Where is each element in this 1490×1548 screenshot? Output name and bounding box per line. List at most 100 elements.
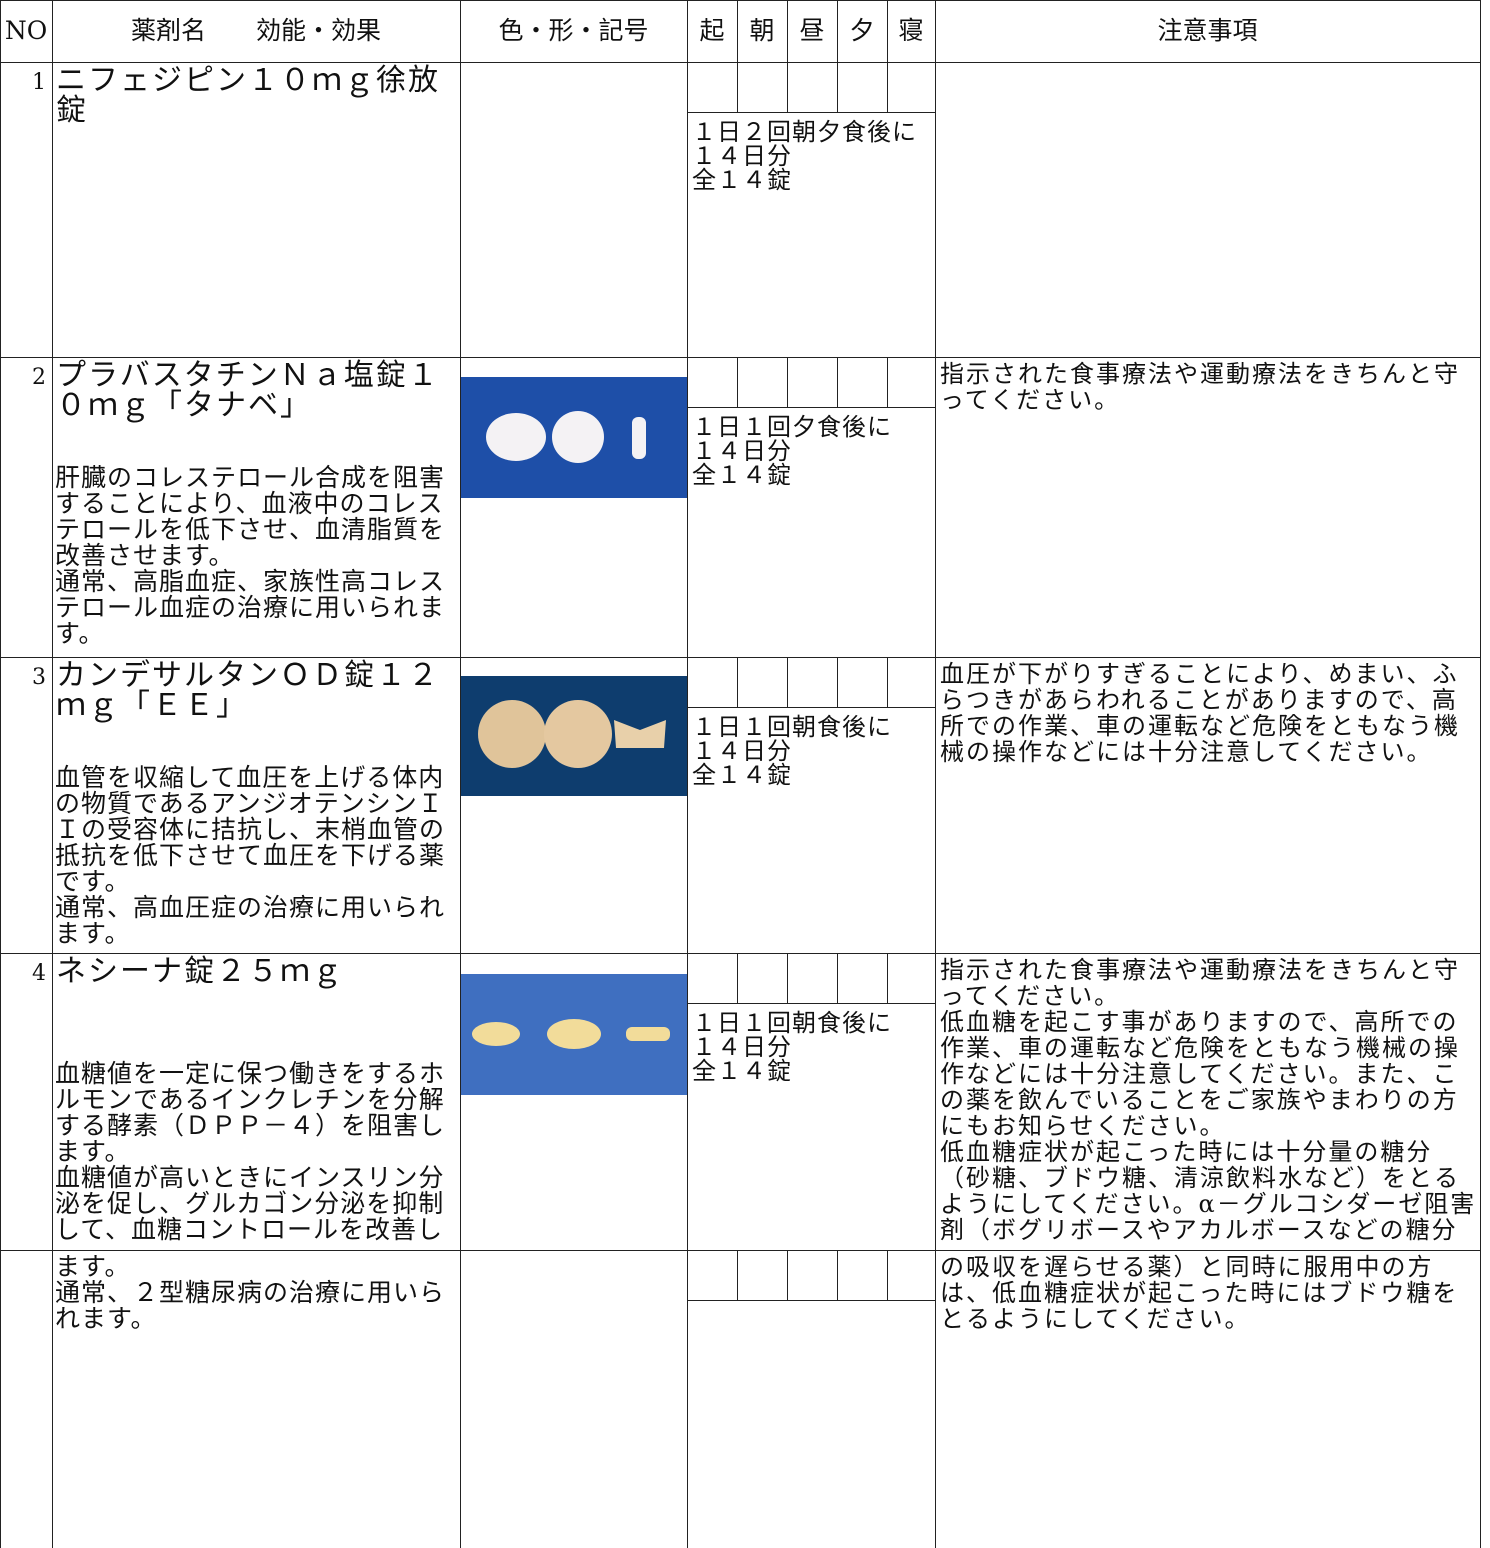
dose-cell-line	[737, 357, 738, 407]
dosage-text: １日１回夕食後に	[692, 413, 892, 441]
dose-line	[687, 112, 935, 113]
column-line	[935, 0, 936, 1548]
dose-cell-line	[837, 953, 838, 1003]
drug-name: カンデサルタンＯＤ錠１２ｍｇ「ＥＥ」	[56, 658, 440, 723]
column-line	[460, 0, 461, 1548]
dose-cell-line	[737, 953, 738, 1003]
dosage-text: １４日分	[692, 1033, 792, 1061]
notes-text: 低血糖症状が起こった時には十分量の糖分（砂糖、ブドウ糖、清涼飲料水など）をとるよ…	[940, 1138, 1477, 1244]
row-no: 1	[32, 70, 46, 95]
header-time: 起	[699, 16, 725, 45]
row-no: 2	[32, 365, 46, 390]
row-no: 3	[32, 665, 46, 690]
notes-box: 指示された食事療法や運動療法をきちんと守ってください。 低血糖を起こす事があります…	[940, 957, 1478, 1243]
column-line	[837, 0, 838, 62]
header-image: 色・形・記号	[498, 16, 649, 45]
dose-cell-line	[737, 1250, 738, 1300]
dosage-box: １日１回朝食後に １４日分 全１４錠	[692, 1011, 935, 1083]
row-line	[0, 657, 1481, 658]
drug-name: ニフェジピン１０ｍｇ徐放錠	[56, 63, 440, 128]
dose-cell-line	[787, 953, 788, 1003]
column-line	[687, 0, 688, 1548]
column-line	[787, 0, 788, 62]
effect-box: 肝臓のコレステロール合成を阻害することにより、血液中のコレステロールを低下させ、…	[55, 465, 458, 647]
pill-image	[460, 676, 687, 796]
notes-text: 指示された食事療法や運動療法をきちんと守ってください。	[940, 956, 1460, 1010]
column-line	[1480, 0, 1481, 1548]
dose-cell-line	[787, 1250, 788, 1300]
dosage-text: １日１回朝食後に	[692, 1009, 892, 1037]
effect-text: 血糖値が高いときにインスリン分泌を促し、グルカゴン分泌を抑制して、血糖コントロー…	[55, 1163, 445, 1244]
dose-cell-line	[837, 62, 838, 112]
dosage-box: １日１回朝食後に １４日分 全１４錠	[692, 715, 935, 787]
header-time: 寝	[898, 16, 924, 45]
dose-line	[687, 1003, 935, 1004]
dose-line	[687, 407, 935, 408]
dose-cell-line	[787, 657, 788, 707]
dose-cell-line	[787, 357, 788, 407]
notes-text: の吸収を遅らせる薬）と同時に服用中の方は、低血糖症状が起こった時にはブドウ糖をと…	[940, 1253, 1459, 1333]
row-line	[0, 1250, 1481, 1251]
dose-cell-line	[887, 657, 888, 707]
effect-text: 血糖値を一定に保つ働きをするホルモンであるインクレチンを分解する酵素（ＤＰＰ－４…	[55, 1059, 446, 1166]
pill-image	[460, 377, 687, 498]
dosage-text: 全１４錠	[692, 1057, 792, 1085]
row-no: 4	[32, 961, 46, 986]
effect-text: 通常、高脂血症、家族性高コレステロール血症の治療に用いられます。	[55, 567, 446, 648]
column-line	[737, 0, 738, 62]
header-name: 薬剤名 効能・効果	[130, 16, 381, 45]
effect-text: ます。	[55, 1252, 131, 1281]
dose-cell-line	[837, 357, 838, 407]
header-time: 夕	[849, 16, 875, 45]
dose-cell-line	[787, 62, 788, 112]
notes-text: 血圧が下がりすぎることにより、めまい、ふらつきがあらわれることがありますので、高…	[940, 660, 1460, 766]
header-time: 朝	[749, 16, 775, 45]
effect-text: 肝臓のコレステロール合成を阻害することにより、血液中のコレステロールを低下させ、…	[55, 463, 446, 570]
row-line	[0, 357, 1481, 358]
dosage-text: １日１回朝食後に	[692, 713, 892, 741]
column-line	[52, 0, 53, 1548]
pill-image	[460, 974, 687, 1095]
notes-text: 指示された食事療法や運動療法をきちんと守ってください。	[940, 360, 1460, 414]
row-line	[0, 0, 1481, 1]
dose-cell-line	[887, 1250, 888, 1300]
notes-box: 血圧が下がりすぎることにより、めまい、ふらつきがあらわれることがありますので、高…	[940, 661, 1478, 765]
dose-cell-line	[837, 1250, 838, 1300]
dose-cell-line	[837, 657, 838, 707]
dosage-box: １日１回夕食後に １４日分 全１４錠	[692, 415, 935, 487]
dose-line	[687, 1300, 935, 1301]
drug-name: ネシーナ錠２５ｍｇ	[56, 954, 344, 989]
dosage-text: １日２回朝夕食後に	[692, 118, 917, 146]
drug-name: プラバスタチンＮａ塩錠１０ｍｇ「タナベ」	[56, 358, 440, 423]
dosage-text: 全１４錠	[692, 166, 792, 194]
dosage-text: １４日分	[692, 737, 792, 765]
row-line	[0, 953, 1481, 954]
dosage-text: 全１４錠	[692, 461, 792, 489]
column-line	[887, 0, 888, 62]
notes-box: の吸収を遅らせる薬）と同時に服用中の方は、低血糖症状が起こった時にはブドウ糖をと…	[940, 1254, 1478, 1332]
effect-text: 通常、２型糖尿病の治療に用いられます。	[55, 1278, 446, 1333]
dose-cell-line	[737, 62, 738, 112]
effect-box: 血糖値を一定に保つ働きをするホルモンであるインクレチンを分解する酵素（ＤＰＰ－４…	[55, 1061, 458, 1243]
dose-cell-line	[887, 953, 888, 1003]
dosage-text: １４日分	[692, 437, 792, 465]
effect-box: 血管を収縮して血圧を上げる体内の物質であるアンジオテンシンＩＩの受容体に拮抗し、…	[55, 765, 458, 947]
column-line	[0, 0, 1, 1548]
dose-cell-line	[737, 657, 738, 707]
effect-box: ます。 通常、２型糖尿病の治療に用いられます。	[55, 1254, 458, 1332]
dose-line	[687, 707, 935, 708]
effect-text: 血管を収縮して血圧を上げる体内の物質であるアンジオテンシンＩＩの受容体に拮抗し、…	[55, 763, 446, 896]
dose-cell-line	[887, 357, 888, 407]
header-no: NO	[4, 16, 48, 45]
row-line	[0, 62, 1481, 63]
header-notes: 注意事項	[1157, 16, 1258, 45]
dosage-box: １日２回朝夕食後に １４日分 全１４錠	[692, 120, 935, 192]
notes-box: 指示された食事療法や運動療法をきちんと守ってください。	[940, 361, 1478, 413]
dosage-text: 全１４錠	[692, 761, 792, 789]
header-time: 昼	[799, 16, 825, 45]
notes-text: 低血糖を起こす事がありますので、高所での作業、車の運転など危険をともなう機械の操…	[940, 1008, 1460, 1140]
effect-text: 通常、高血圧症の治療に用いられます。	[55, 893, 446, 948]
dose-cell-line	[887, 62, 888, 112]
dosage-text: １４日分	[692, 142, 792, 170]
